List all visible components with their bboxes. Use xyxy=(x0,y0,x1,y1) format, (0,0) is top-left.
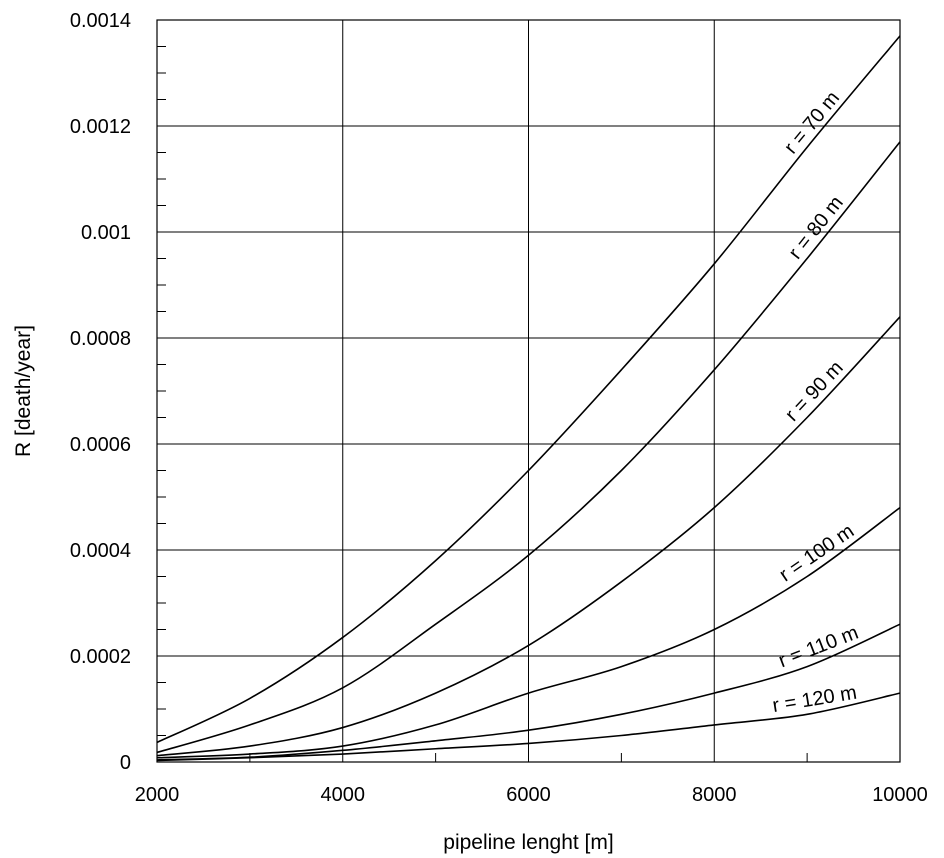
y-tick-label: 0.0002 xyxy=(70,646,131,668)
x-tick-label: 2000 xyxy=(135,784,180,806)
y-tick-label: 0.0008 xyxy=(70,328,131,350)
series-line-2 xyxy=(156,316,901,757)
y-tick-label: 0 xyxy=(120,752,131,774)
series-label: r = 90 m xyxy=(781,357,848,426)
series-label: r = 120 m xyxy=(771,682,858,717)
y-tick-label: 0.0006 xyxy=(70,434,131,456)
series-line-5 xyxy=(156,692,901,762)
series-line-3 xyxy=(156,506,901,759)
series-line-0 xyxy=(156,35,901,744)
series-label: r = 80 m xyxy=(784,192,847,263)
x-tick-label: 8000 xyxy=(692,784,737,806)
y-tick-label: 0.0014 xyxy=(70,10,131,32)
series-label: r = 100 m xyxy=(776,520,859,586)
series-label: r = 70 m xyxy=(780,87,844,158)
y-tick-labels: 0 0.0002 0.0004 0.0006 0.0008 0.001 0.0012 0.00… xyxy=(70,10,131,774)
x-tick-label: 4000 xyxy=(321,784,366,806)
series-lines xyxy=(156,35,901,762)
x-tick-labels: 2000 4000 6000 8000 10000 xyxy=(135,784,928,806)
y-tick-label: 0.0004 xyxy=(70,540,131,562)
x-tick-label: 6000 xyxy=(506,784,551,806)
series-line-4 xyxy=(156,623,901,761)
x-axis-title: pipeline lenght [m] xyxy=(443,831,613,854)
series-labels: r = 70 m r = 80 m r = 90 m r = 100 m r = 110… xyxy=(771,87,862,717)
y-axis-title: R [death/year] xyxy=(12,325,35,457)
y-tick-label: 0.0012 xyxy=(70,116,131,138)
series-line-1 xyxy=(156,141,901,754)
series-label: r = 110 m xyxy=(776,622,862,673)
y-tick-label: 0.001 xyxy=(81,222,131,244)
plot-frame xyxy=(156,19,901,763)
minor-ticks xyxy=(157,46,808,762)
x-tick-label: 10000 xyxy=(872,784,928,806)
